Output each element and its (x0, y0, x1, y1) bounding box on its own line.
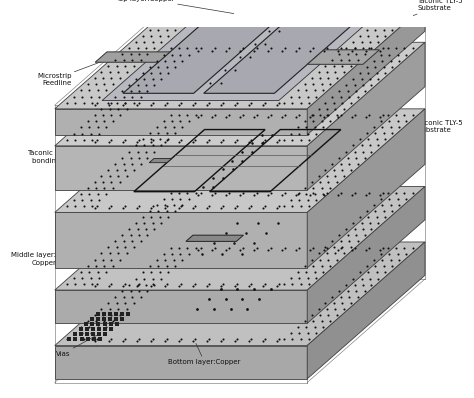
Polygon shape (55, 187, 425, 290)
Polygon shape (307, 242, 425, 379)
Polygon shape (307, 50, 379, 64)
Text: Taconic TLY-5
Substrate: Taconic TLY-5 Substrate (413, 0, 463, 16)
Text: Vias: Vias (56, 335, 97, 357)
Polygon shape (55, 242, 425, 345)
Polygon shape (55, 146, 307, 190)
Polygon shape (123, 21, 276, 93)
Polygon shape (307, 5, 425, 135)
Polygon shape (55, 213, 307, 268)
Polygon shape (55, 109, 425, 213)
Polygon shape (204, 21, 357, 93)
Text: Slot: Slot (161, 143, 200, 161)
Text: Top layer:Copper: Top layer:Copper (117, 0, 234, 14)
Polygon shape (102, 14, 378, 101)
Polygon shape (307, 42, 425, 190)
Polygon shape (55, 109, 307, 135)
Text: Vias: Vias (253, 235, 292, 241)
Text: Vias: Vias (213, 60, 228, 78)
Polygon shape (55, 345, 307, 379)
Polygon shape (55, 290, 307, 323)
Text: Taconic TPG-10
bonding layer: Taconic TPG-10 bonding layer (27, 150, 114, 164)
Polygon shape (307, 109, 425, 268)
Text: Taconic TLY-5
Substrate: Taconic TLY-5 Substrate (413, 119, 463, 133)
Text: Microstrip
Feedline: Microstrip Feedline (37, 57, 114, 86)
Polygon shape (307, 187, 425, 323)
Text: Middle layer:
Copper: Middle layer: Copper (11, 252, 90, 266)
Polygon shape (149, 158, 172, 163)
Text: Bottom layer:Copper: Bottom layer:Copper (168, 343, 241, 365)
Polygon shape (95, 52, 170, 62)
Text: Slot: Slot (259, 148, 290, 166)
Polygon shape (55, 42, 425, 146)
Polygon shape (186, 235, 244, 241)
Polygon shape (55, 5, 425, 109)
Text: [ ] [ ]: [ ] [ ] (218, 41, 253, 55)
